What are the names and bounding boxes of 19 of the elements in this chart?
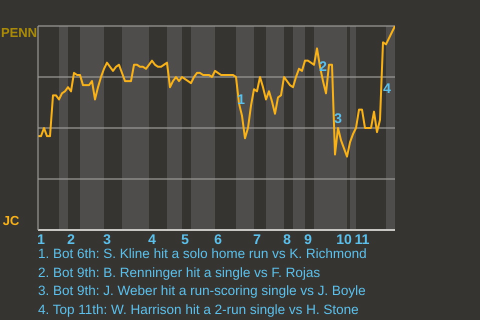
x-tick-label: 5 [181,231,190,247]
text: JC [2,213,20,228]
text: 1. Bot 6th: S. Kline hit a solo home run vs K. Richmond [38,245,367,263]
x-tick-label: 2 [67,231,76,247]
text: 4. Top 11th: W. Harrison hit a 2-run single vs H. Stone [38,300,360,319]
x-tick-label: 1 [37,231,46,247]
x-tick-label: 10 [336,231,352,247]
x-tick-label: 9 [304,231,312,247]
x-tick-label: 3 [103,231,112,247]
x-tick-label: 11 [354,231,370,247]
annotation: 4 [383,80,391,96]
x-tick-label: 7 [253,231,262,247]
text: 2. Bot 9th: B. Renninger hit a single vs F. Rojas [38,264,322,282]
x-tick-label: 6 [214,231,222,247]
x-tick-label: 8 [283,231,292,247]
annotation: 3 [334,110,342,126]
x-tick-label: 4 [148,231,156,247]
text: PENN [0,25,38,40]
text: 3. Bot 9th: J. Weber hit a run-scoring single vs J. Boyle [38,282,367,300]
